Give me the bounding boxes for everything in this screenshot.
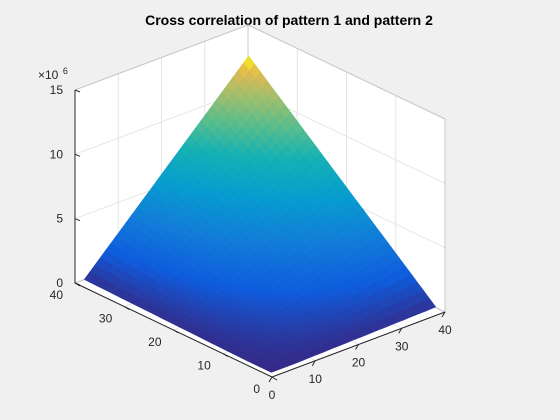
x-tick-label: 20 <box>352 356 366 370</box>
z-tick-mark <box>74 282 81 286</box>
chart-title: Cross correlation of pattern 1 and patte… <box>145 12 433 28</box>
x-tick-label: 10 <box>309 372 323 386</box>
z-tick-mark <box>74 89 81 93</box>
surface <box>84 55 437 373</box>
z-tick-label: 15 <box>50 83 64 97</box>
x-tick-mark <box>311 360 316 367</box>
box-edge <box>74 24 249 91</box>
z-exponent-power: 6 <box>63 66 68 76</box>
y-tick-mark <box>222 353 229 357</box>
z-tick-mark <box>74 153 81 157</box>
z-tick-label: 10 <box>50 147 64 161</box>
x-tick-label: 0 <box>269 388 276 402</box>
y-tick-label: 0 <box>253 382 260 396</box>
z-tick-mark <box>74 218 81 222</box>
x-tick-mark <box>268 376 273 383</box>
box-edge <box>247 24 446 120</box>
y-tick-label: 20 <box>148 335 162 349</box>
y-tick-label: 40 <box>50 288 64 302</box>
x-tick-mark <box>355 344 359 350</box>
z-tick-label: 0 <box>56 276 63 290</box>
x-tick-mark <box>398 327 403 334</box>
x-tick-mark <box>441 311 446 318</box>
surface-patch <box>265 367 278 373</box>
z-exponent-label: ×10 6 <box>38 66 68 83</box>
x-tick-label: 30 <box>395 339 409 353</box>
x-tick-label: 40 <box>438 323 452 337</box>
y-tick-mark <box>173 329 179 334</box>
y-tick-label: 10 <box>197 359 211 373</box>
y-tick-mark <box>123 306 130 310</box>
z-exponent-base: ×10 <box>38 68 59 82</box>
y-tick-label: 30 <box>99 312 113 326</box>
z-tick-label: 5 <box>56 212 63 226</box>
y-tick-mark <box>271 376 278 381</box>
